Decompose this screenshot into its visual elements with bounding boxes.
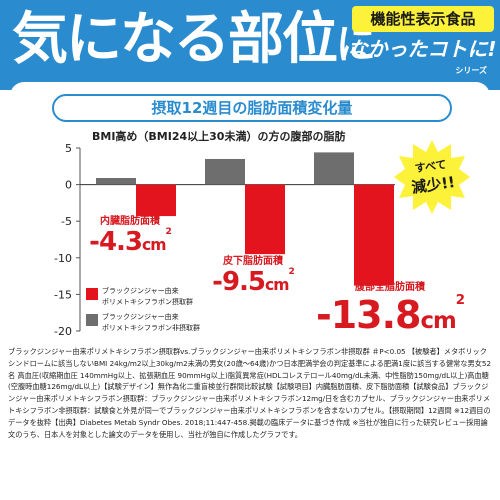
bar-chart: 5 0 -5 -10 -15 -20 [54, 142, 395, 338]
chart-subtitle: BMI高め（BMI24以上30未満）の方の腹部の脂肪 [92, 130, 346, 143]
y-tick-label-4: -15 [54, 288, 72, 301]
value-total-sup: 2 [455, 293, 465, 308]
value-subcutaneous-number: -9.5 [212, 267, 266, 297]
starburst-icon [394, 140, 470, 214]
value-subcutaneous: -9.5cm2 [178, 267, 328, 297]
legend-swatch-nonintake [86, 314, 98, 326]
brand-logo: なかったコトに! シリーズ [347, 34, 497, 76]
value-subcutaneous-sup: 2 [288, 267, 295, 277]
functional-food-badge: 機能性表示食品 [352, 6, 494, 32]
y-tick-label-5: -20 [54, 325, 72, 338]
value-label-total: 腹部全脂肪面積 [355, 282, 425, 293]
total-value-block: 腹部全脂肪面積 -13.8cm2 [300, 278, 480, 337]
value-subcutaneous-unit: cm [265, 276, 289, 294]
value-total: -13.8cm2 [300, 293, 480, 337]
value-visceral-unit: cm [142, 236, 166, 254]
value-visceral: -4.3cm2 [60, 227, 200, 257]
y-tick-label-2: -5 [61, 215, 72, 228]
subcutaneous-value-block: 皮下脂肪面積 -9.5cm2 [178, 252, 328, 297]
y-tick-label-1: 0 [65, 179, 72, 192]
bar-nonintake-1 [205, 158, 245, 185]
headline: 気になる部位に [12, 12, 376, 68]
headline-main: 気になる部位 [12, 7, 338, 72]
value-visceral-sup: 2 [165, 227, 172, 237]
value-label-subcutaneous: 皮下脂肪面積 [223, 256, 283, 267]
study-footnote: ブラックジンジャー由来ポリメトキシフラボン摂取群vs.ブラックジンジャー由来ポリ… [8, 347, 492, 439]
bar-nonintake-0 [96, 178, 136, 185]
legend-text-intake: ブラックジンジャー由来 ポリメトキシフラボン摂取群 [102, 287, 193, 306]
value-total-number: -13.8 [315, 293, 422, 337]
legend-text-nonintake: ブラックジンジャー由来 ポリメトキシフラボン非摂取群 [102, 313, 200, 332]
bar-intake-1 [245, 184, 285, 255]
legend-swatch-intake [86, 288, 98, 300]
value-label-visceral: 内臓脂肪面積 [100, 216, 160, 227]
bar-intake-0 [136, 184, 176, 217]
legend-item-nonintake: ブラックジンジャー由来 ポリメトキシフラボン非摂取群 [86, 312, 246, 338]
brand-series: シリーズ [455, 66, 487, 75]
visceral-value-block: 内臓脂肪面積 -4.3cm2 [60, 212, 200, 257]
bar-nonintake-2 [314, 152, 354, 185]
y-tick-label-0: 5 [65, 142, 72, 155]
brand-name: なかったコトに! [347, 37, 497, 61]
value-visceral-number: -4.3 [89, 227, 143, 257]
bar-intake-2 [354, 184, 394, 286]
y-tick-label-3: -10 [54, 252, 72, 265]
chart-legend: ブラックジンジャー由来 ポリメトキシフラボン摂取群 ブラックジンジャー由来 ポリメト… [86, 286, 246, 338]
legend-item-intake: ブラックジンジャー由来 ポリメトキシフラボン摂取群 [86, 286, 246, 312]
value-total-unit: cm [420, 308, 456, 334]
chart-title: 摂取12週目の脂肪面積変化量 [52, 94, 452, 122]
